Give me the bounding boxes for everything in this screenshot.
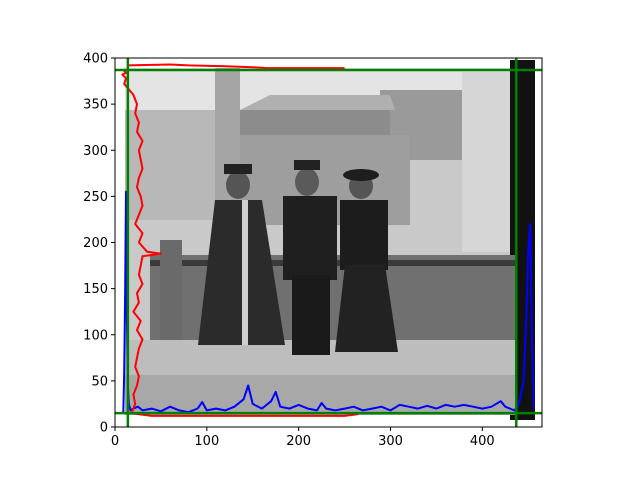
x-tick-label: 0: [111, 434, 119, 449]
y-tick-label: 300: [83, 144, 108, 159]
series-line-0: [122, 190, 535, 414]
y-tick-label: 250: [83, 190, 108, 205]
y-tick-label: 100: [83, 328, 108, 343]
x-tick-label: 200: [286, 434, 311, 449]
x-tick-label: 100: [194, 434, 219, 449]
series-line-2: [127, 63, 345, 70]
y-axis-ticks: 0 50 100 150 200 250 300 350 400: [83, 52, 115, 436]
photo-background: [115, 58, 542, 427]
series-layer: [121, 63, 535, 417]
y-tick-label: 50: [91, 374, 108, 389]
x-tick-label: 300: [378, 434, 403, 449]
x-axis-ticks: 0 100 200 300 400: [111, 427, 495, 449]
y-tick-label: 200: [83, 236, 108, 251]
y-tick-label: 400: [83, 52, 108, 67]
reference-lines: [115, 58, 542, 427]
y-tick-label: 350: [83, 98, 108, 113]
series-line-1: [121, 68, 359, 417]
x-tick-label: 400: [470, 434, 495, 449]
y-tick-label: 0: [100, 421, 108, 436]
y-tick-label: 150: [83, 282, 108, 297]
